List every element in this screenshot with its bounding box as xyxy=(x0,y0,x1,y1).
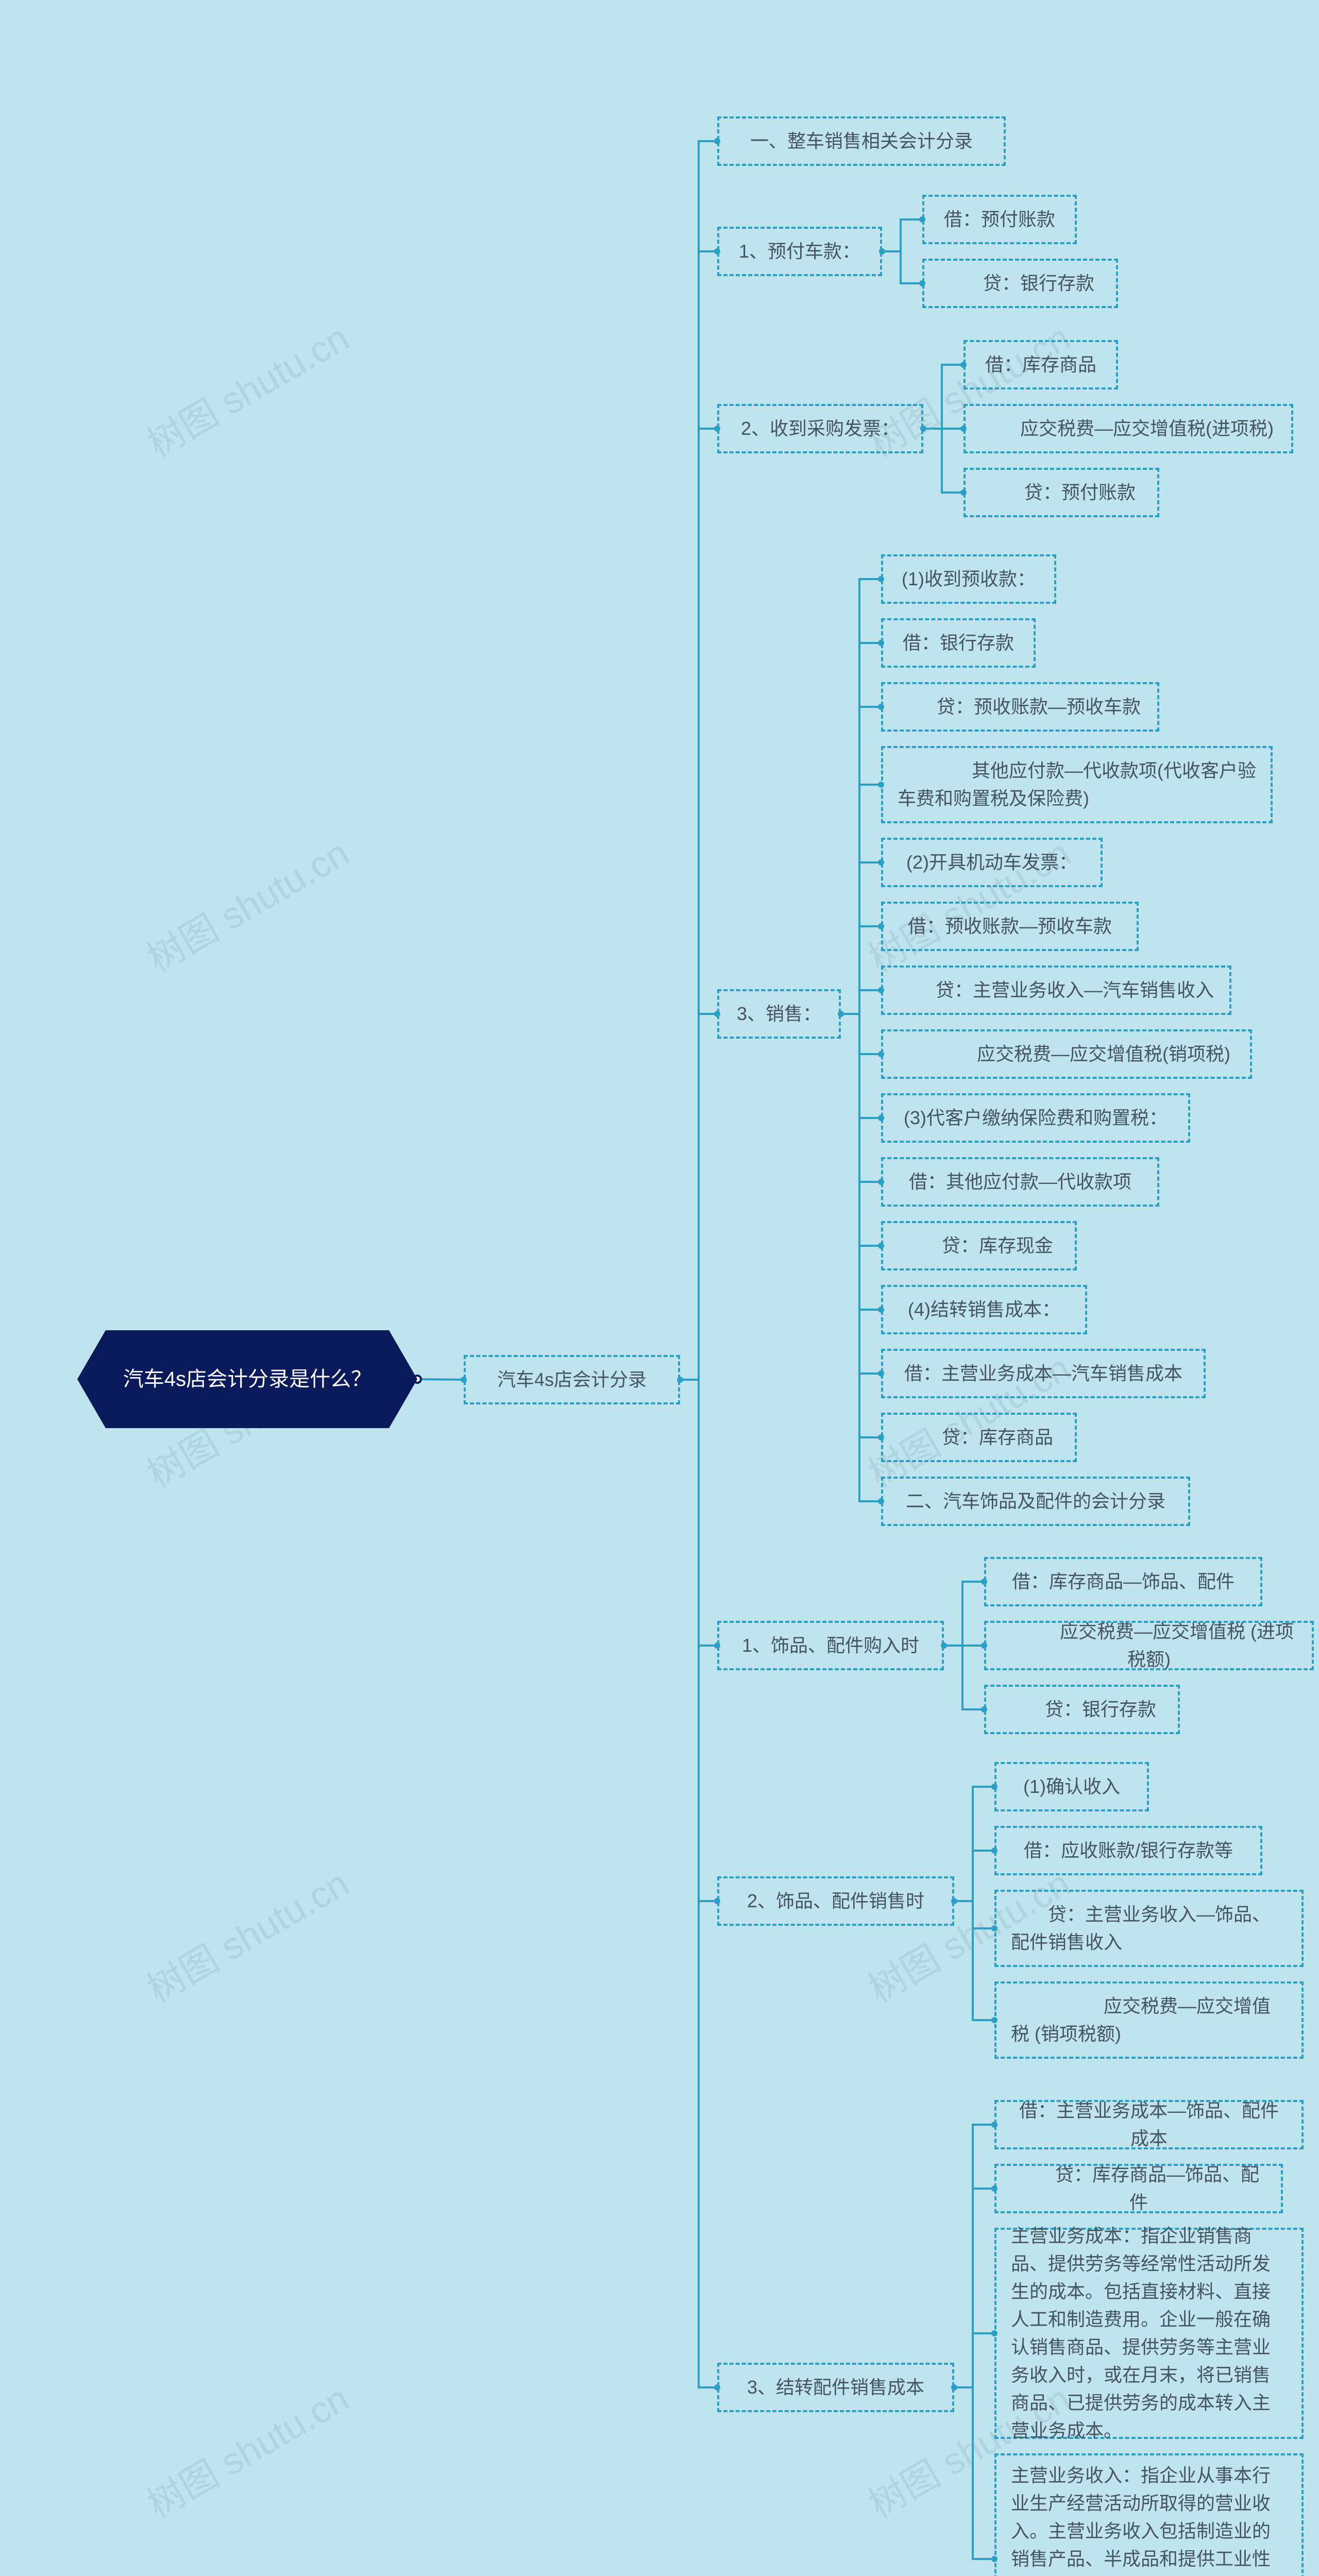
node-s2a: 借：预付账款 xyxy=(922,195,1077,244)
mindmap-canvas: 树图 shutu.cn树图 shutu.cn树图 shutu.cn树图 shut… xyxy=(0,0,1319,2576)
node-s4k: 贷：库存现金 xyxy=(881,1221,1077,1270)
node-s2b: 贷：银行存款 xyxy=(922,259,1118,308)
node-s3b: 应交税费—应交增值税(进项税) xyxy=(963,404,1293,453)
node-s6a: (1)确认收入 xyxy=(994,1762,1149,1811)
node-s4n: 贷：库存商品 xyxy=(881,1413,1077,1462)
node-s7c: 主营业务成本：指企业销售商品、提供劳务等经常性活动所发生的成本。包括直接材料、直… xyxy=(994,2228,1304,2439)
node-s5c: 贷：银行存款 xyxy=(984,1685,1180,1734)
node-s7d: 主营业务收入：指企业从事本行业生产经营活动所取得的营业收入。主营业务收入包括制造… xyxy=(994,2453,1304,2576)
node-s4: 3、销售： xyxy=(717,989,841,1039)
node-s7: 3、结转配件销售成本 xyxy=(717,2363,954,2412)
node-s4f: 借：预收账款—预收车款 xyxy=(881,902,1139,951)
node-s6c: 贷：主营业务收入—饰品、配件销售收入 xyxy=(994,1890,1304,1967)
node-s4d: 其他应付款—代收款项(代收客户验车费和购置税及保险费) xyxy=(881,746,1273,823)
node-s4b: 借：银行存款 xyxy=(881,618,1036,668)
node-n1: 汽车4s店会计分录 xyxy=(464,1355,680,1404)
node-s4m: 借：主营业务成本—汽车销售成本 xyxy=(881,1349,1206,1398)
node-s5: 1、饰品、配件购入时 xyxy=(717,1621,944,1670)
node-s3c: 贷：预付账款 xyxy=(963,468,1159,517)
node-s7b: 贷：库存商品—饰品、配件 xyxy=(994,2164,1283,2213)
node-s3a: 借：库存商品 xyxy=(963,340,1118,389)
node-s4o: 二、汽车饰品及配件的会计分录 xyxy=(881,1477,1190,1526)
node-s7a: 借：主营业务成本—饰品、配件成本 xyxy=(994,2100,1304,2149)
node-s4e: (2)开具机动车发票： xyxy=(881,838,1103,887)
node-s6d: 应交税费—应交增值税 (销项税额) xyxy=(994,1981,1304,2059)
node-s2: 1、预付车款： xyxy=(717,227,882,276)
node-s4g: 贷：主营业务收入—汽车销售收入 xyxy=(881,965,1231,1015)
node-s1: 一、整车销售相关会计分录 xyxy=(717,116,1006,166)
node-s4a: (1)收到预收款： xyxy=(881,554,1056,604)
node-s4l: (4)结转销售成本： xyxy=(881,1285,1087,1334)
node-s4c: 贷：预收账款—预收车款 xyxy=(881,682,1159,732)
node-s4i: (3)代客户缴纳保险费和购置税： xyxy=(881,1093,1190,1143)
node-s3: 2、收到采购发票： xyxy=(717,404,923,453)
node-s6b: 借：应收账款/银行存款等 xyxy=(994,1826,1262,1875)
node-s5b: 应交税费—应交增值税 (进项税额) xyxy=(984,1621,1314,1670)
node-s4h: 应交税费—应交增值税(销项税) xyxy=(881,1029,1252,1079)
node-s4j: 借：其他应付款—代收款项 xyxy=(881,1157,1159,1207)
node-root: 汽车4s店会计分录是什么？ xyxy=(77,1330,417,1428)
node-s6: 2、饰品、配件销售时 xyxy=(717,1876,954,1926)
node-s5a: 借：库存商品—饰品、配件 xyxy=(984,1557,1262,1606)
